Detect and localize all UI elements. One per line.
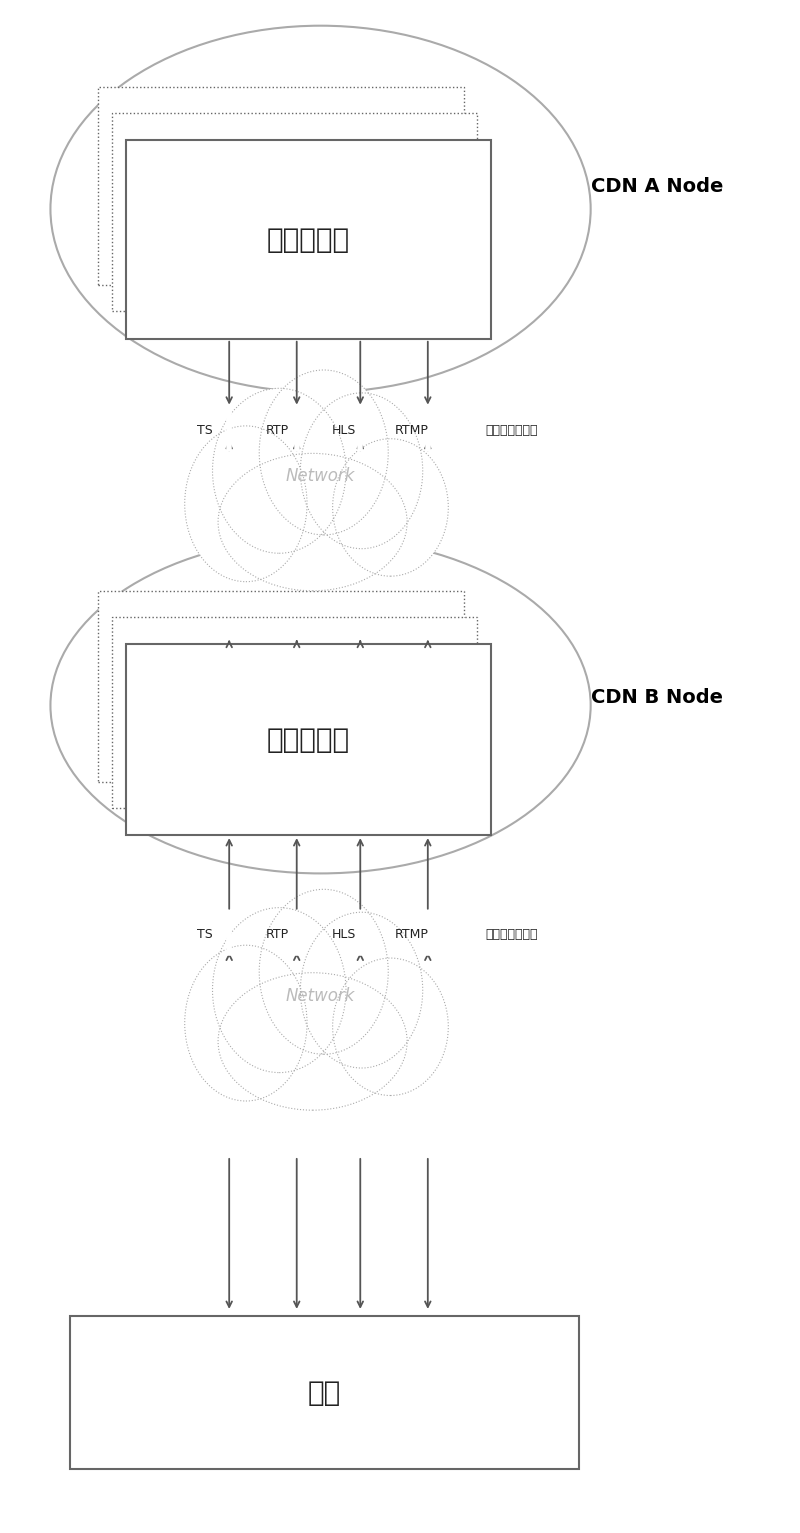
FancyBboxPatch shape [70, 1317, 578, 1469]
Ellipse shape [213, 908, 346, 1073]
Text: RTP: RTP [266, 425, 289, 437]
Text: 各种互联网协议: 各种互联网协议 [485, 927, 538, 941]
Text: Network: Network [286, 468, 355, 486]
Text: HLS: HLS [332, 927, 357, 941]
Text: 终端: 终端 [308, 1378, 341, 1407]
Ellipse shape [300, 392, 422, 549]
Text: 媒体服务器: 媒体服务器 [267, 225, 350, 253]
Ellipse shape [185, 426, 307, 581]
Text: Network: Network [286, 987, 355, 1004]
Ellipse shape [333, 958, 448, 1096]
Text: CDN B Node: CDN B Node [590, 688, 722, 707]
Ellipse shape [50, 538, 590, 874]
Ellipse shape [218, 973, 407, 1110]
Ellipse shape [300, 912, 422, 1069]
Ellipse shape [213, 388, 346, 553]
Text: 各种互联网协议: 各种互联网协议 [485, 425, 538, 437]
Ellipse shape [50, 26, 590, 392]
Ellipse shape [259, 889, 388, 1055]
Text: RTMP: RTMP [395, 425, 429, 437]
Text: CDN A Node: CDN A Node [590, 176, 723, 196]
Text: RTMP: RTMP [395, 927, 429, 941]
Ellipse shape [333, 438, 448, 576]
FancyBboxPatch shape [112, 113, 477, 311]
Ellipse shape [218, 454, 407, 590]
FancyBboxPatch shape [126, 140, 491, 339]
Text: HLS: HLS [332, 425, 357, 437]
Text: RTP: RTP [266, 927, 289, 941]
Text: TS: TS [198, 425, 214, 437]
FancyBboxPatch shape [98, 87, 463, 285]
Text: TS: TS [198, 927, 214, 941]
FancyBboxPatch shape [112, 616, 477, 808]
Text: 媒体服务器: 媒体服务器 [267, 725, 350, 754]
FancyBboxPatch shape [98, 590, 463, 782]
Ellipse shape [259, 369, 388, 535]
FancyBboxPatch shape [126, 644, 491, 835]
Ellipse shape [185, 946, 307, 1101]
